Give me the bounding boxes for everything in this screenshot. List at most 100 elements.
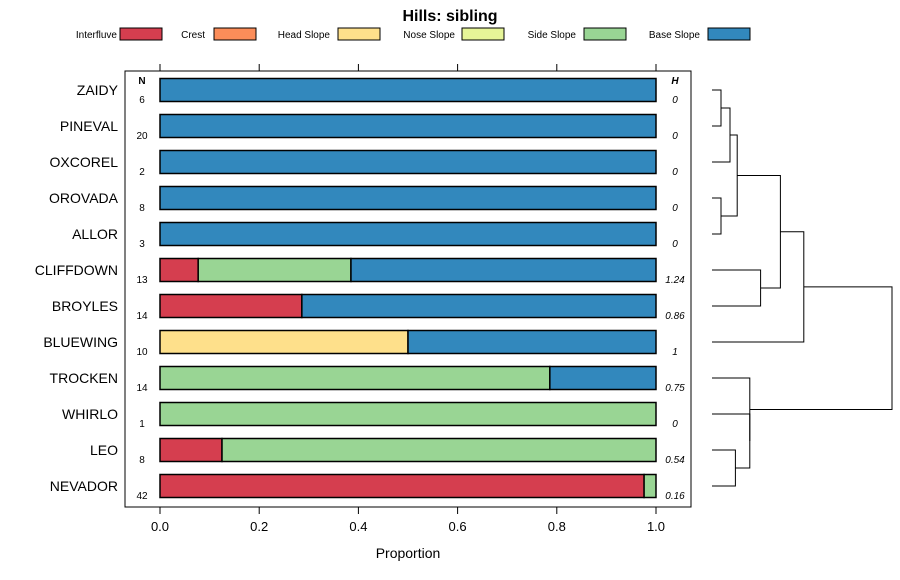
x-tick-label: 1.0 [647, 519, 665, 534]
x-tick-label: 0.0 [151, 519, 169, 534]
row-label: NEVADOR [50, 478, 118, 494]
legend-swatch [583, 27, 627, 41]
h-column-header: H [671, 76, 679, 87]
row-n: 20 [136, 131, 148, 142]
legend: Interfluve Crest Head Slope Nose Slope Side … [76, 27, 751, 41]
bar-segment [159, 149, 657, 175]
row-label: OXCOREL [50, 154, 119, 170]
legend-label: Side Slope [528, 30, 577, 41]
row-label: PINEVAL [60, 118, 118, 134]
chart-title: Hills: sibling [402, 8, 497, 25]
row-n: 10 [136, 347, 148, 358]
row-n: 2 [139, 167, 145, 178]
bar-segment [159, 365, 551, 391]
legend-swatch [707, 27, 751, 41]
row-n: 6 [139, 95, 145, 106]
dendrogram [712, 89, 893, 487]
bar-row: ALLOR 3 0 [72, 221, 678, 250]
legend-label: Base Slope [649, 30, 701, 41]
legend-swatch [461, 27, 505, 41]
bar-row: WHIRLO 1 0 [62, 401, 678, 430]
row-label: LEO [90, 442, 118, 458]
bar-segment [221, 437, 657, 463]
legend-label: Nose Slope [403, 30, 455, 41]
row-n: 8 [139, 455, 145, 466]
row-n: 42 [136, 491, 148, 502]
legend-swatch [337, 27, 381, 41]
row-label: CLIFFDOWN [35, 262, 118, 278]
row-h: 0 [672, 203, 678, 214]
bar-segment [159, 473, 645, 499]
row-n: 3 [139, 239, 145, 250]
bar-row: TROCKEN 14 0.75 [50, 365, 685, 394]
row-h: 0 [672, 95, 678, 106]
x-tick-label: 0.6 [449, 519, 467, 534]
row-label: BROYLES [52, 298, 118, 314]
bar-segment [159, 113, 657, 139]
dendrogram-branch [721, 134, 738, 217]
x-tick-label: 0.4 [349, 519, 367, 534]
legend-label: Head Slope [278, 30, 331, 41]
row-label: OROVADA [49, 190, 119, 206]
bar-row: OROVADA 8 0 [49, 185, 678, 214]
dendrogram-branch [737, 175, 781, 289]
row-n: 13 [136, 275, 148, 286]
row-h: 0.86 [665, 311, 685, 322]
bar-segment [159, 257, 199, 283]
bar-row: PINEVAL 20 0 [60, 113, 678, 142]
x-axis-label: Proportion [376, 545, 441, 561]
row-h: 0 [672, 239, 678, 250]
bar-segment [159, 329, 409, 355]
dendrogram-branch [712, 231, 805, 343]
dendrogram-branch [712, 269, 762, 307]
legend-label: Interfluve [76, 30, 118, 41]
row-h: 0 [672, 131, 678, 142]
bar-segment [159, 293, 303, 319]
row-n: 1 [139, 419, 145, 430]
row-n: 14 [136, 383, 148, 394]
bar-segment [350, 257, 657, 283]
bar-row: CLIFFDOWN 13 1.24 [35, 257, 685, 286]
bar-row: BLUEWING 10 1 [43, 329, 678, 358]
x-tick-label: 0.2 [250, 519, 268, 534]
row-h: 0.54 [665, 455, 685, 466]
row-label: TROCKEN [50, 370, 118, 386]
bar-segment [301, 293, 657, 319]
x-axis: 0.0 0.2 0.4 0.6 0.8 1.0 [151, 64, 665, 534]
legend-label: Crest [181, 30, 205, 41]
bar-segment [643, 473, 657, 499]
x-tick-label: 0.8 [548, 519, 566, 534]
bar-row: NEVADOR 42 0.16 [50, 473, 685, 502]
row-h: 1.24 [665, 275, 685, 286]
dendrogram-branch [712, 449, 736, 487]
row-label: ALLOR [72, 226, 118, 242]
row-label: BLUEWING [43, 334, 118, 350]
dendrogram-branch [712, 197, 722, 235]
plot-frame [124, 70, 692, 508]
bar-segment [197, 257, 352, 283]
bar-row: ZAIDY 6 0 [77, 77, 678, 106]
row-h: 0 [672, 167, 678, 178]
row-h: 0.75 [665, 383, 685, 394]
legend-swatch [213, 27, 257, 41]
row-label: WHIRLO [62, 406, 118, 422]
bar-segment [159, 437, 223, 463]
bar-row: BROYLES 14 0.86 [52, 293, 685, 322]
row-h: 0.16 [665, 491, 685, 502]
row-h: 0 [672, 419, 678, 430]
dendrogram-branch [712, 413, 751, 469]
n-column-header: N [138, 76, 145, 87]
bar-segment [407, 329, 657, 355]
bar-row: LEO 8 0.54 [90, 437, 685, 466]
dendrogram-branch [749, 286, 893, 410]
bar-row: OXCOREL 2 0 [50, 149, 678, 178]
row-n: 14 [136, 311, 148, 322]
bar-segment [159, 185, 657, 211]
bar-segment [549, 365, 657, 391]
dendrogram-branch [712, 377, 751, 441]
bar-segment [159, 77, 657, 103]
row-n: 8 [139, 203, 145, 214]
row-label: ZAIDY [77, 82, 119, 98]
